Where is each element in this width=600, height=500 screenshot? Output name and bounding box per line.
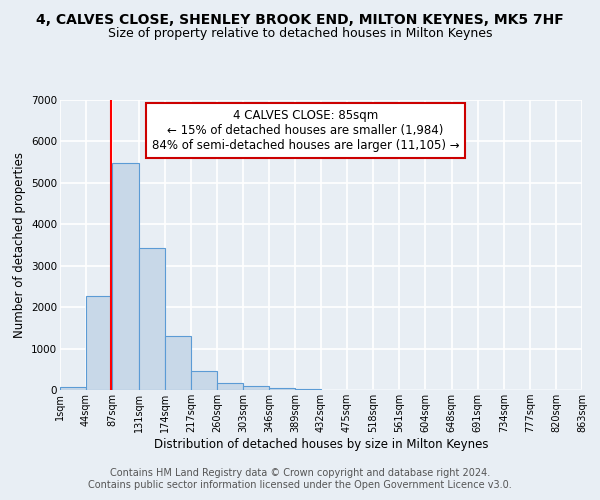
- Text: Size of property relative to detached houses in Milton Keynes: Size of property relative to detached ho…: [108, 28, 492, 40]
- Bar: [139, 248, 165, 390]
- Bar: [60, 387, 86, 390]
- Y-axis label: Number of detached properties: Number of detached properties: [13, 152, 26, 338]
- Bar: [112, 164, 139, 390]
- X-axis label: Distribution of detached houses by size in Milton Keynes: Distribution of detached houses by size …: [154, 438, 488, 451]
- Text: Contains HM Land Registry data © Crown copyright and database right 2024.
Contai: Contains HM Land Registry data © Crown c…: [88, 468, 512, 490]
- Bar: [243, 386, 269, 390]
- Bar: [165, 336, 191, 390]
- Text: 4 CALVES CLOSE: 85sqm
← 15% of detached houses are smaller (1,984)
84% of semi-d: 4 CALVES CLOSE: 85sqm ← 15% of detached …: [152, 108, 459, 152]
- Text: 4, CALVES CLOSE, SHENLEY BROOK END, MILTON KEYNES, MK5 7HF: 4, CALVES CLOSE, SHENLEY BROOK END, MILT…: [36, 12, 564, 26]
- Bar: [191, 372, 217, 390]
- Bar: [295, 389, 321, 390]
- Bar: [269, 388, 295, 390]
- Bar: [217, 383, 243, 390]
- Bar: [86, 296, 112, 390]
